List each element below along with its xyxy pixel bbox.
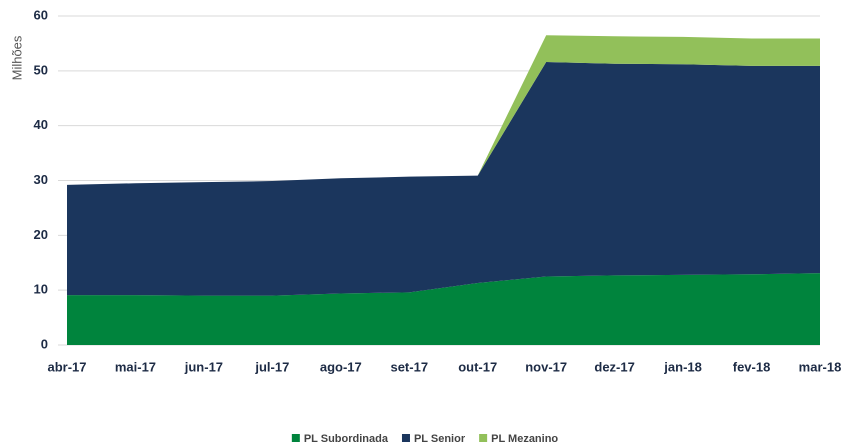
legend-label: PL Senior bbox=[414, 433, 466, 445]
y-axis-label: Milhões bbox=[9, 35, 24, 80]
y-tick-label: 60 bbox=[34, 7, 48, 22]
x-tick-label: dez-17 bbox=[594, 359, 634, 374]
legend-label: PL Mezanino bbox=[491, 433, 558, 445]
y-tick-label: 0 bbox=[41, 336, 48, 351]
x-tick-label: mai-17 bbox=[115, 359, 156, 374]
area bbox=[67, 273, 820, 345]
area bbox=[67, 62, 820, 296]
y-tick-label: 20 bbox=[34, 227, 48, 242]
legend-item: PL Mezanino bbox=[479, 433, 558, 445]
x-tick-label: mar-18 bbox=[799, 359, 842, 374]
area bbox=[67, 35, 820, 185]
y-tick-label: 40 bbox=[34, 117, 48, 132]
x-tick-label: jan-18 bbox=[663, 359, 702, 374]
legend-swatch bbox=[291, 434, 300, 442]
legend-swatch bbox=[479, 434, 488, 442]
x-tick-label: set-17 bbox=[390, 359, 428, 374]
x-tick-label: fev-18 bbox=[733, 359, 771, 374]
legend-item: PL Subordinada bbox=[291, 433, 389, 445]
legend-swatch bbox=[401, 434, 410, 442]
legend-item: PL Senior bbox=[401, 433, 466, 445]
x-tick-label: abr-17 bbox=[47, 359, 86, 374]
x-tick-label: ago-17 bbox=[320, 359, 362, 374]
x-tick-label: nov-17 bbox=[525, 359, 567, 374]
x-tick-label: out-17 bbox=[458, 359, 497, 374]
y-tick-label: 50 bbox=[34, 62, 48, 77]
x-tick-label: jun-17 bbox=[184, 359, 223, 374]
y-tick-label: 30 bbox=[34, 172, 48, 187]
y-tick-label: 10 bbox=[34, 282, 48, 297]
x-tick-label: jul-17 bbox=[254, 359, 289, 374]
legend-label: PL Subordinada bbox=[304, 433, 389, 445]
